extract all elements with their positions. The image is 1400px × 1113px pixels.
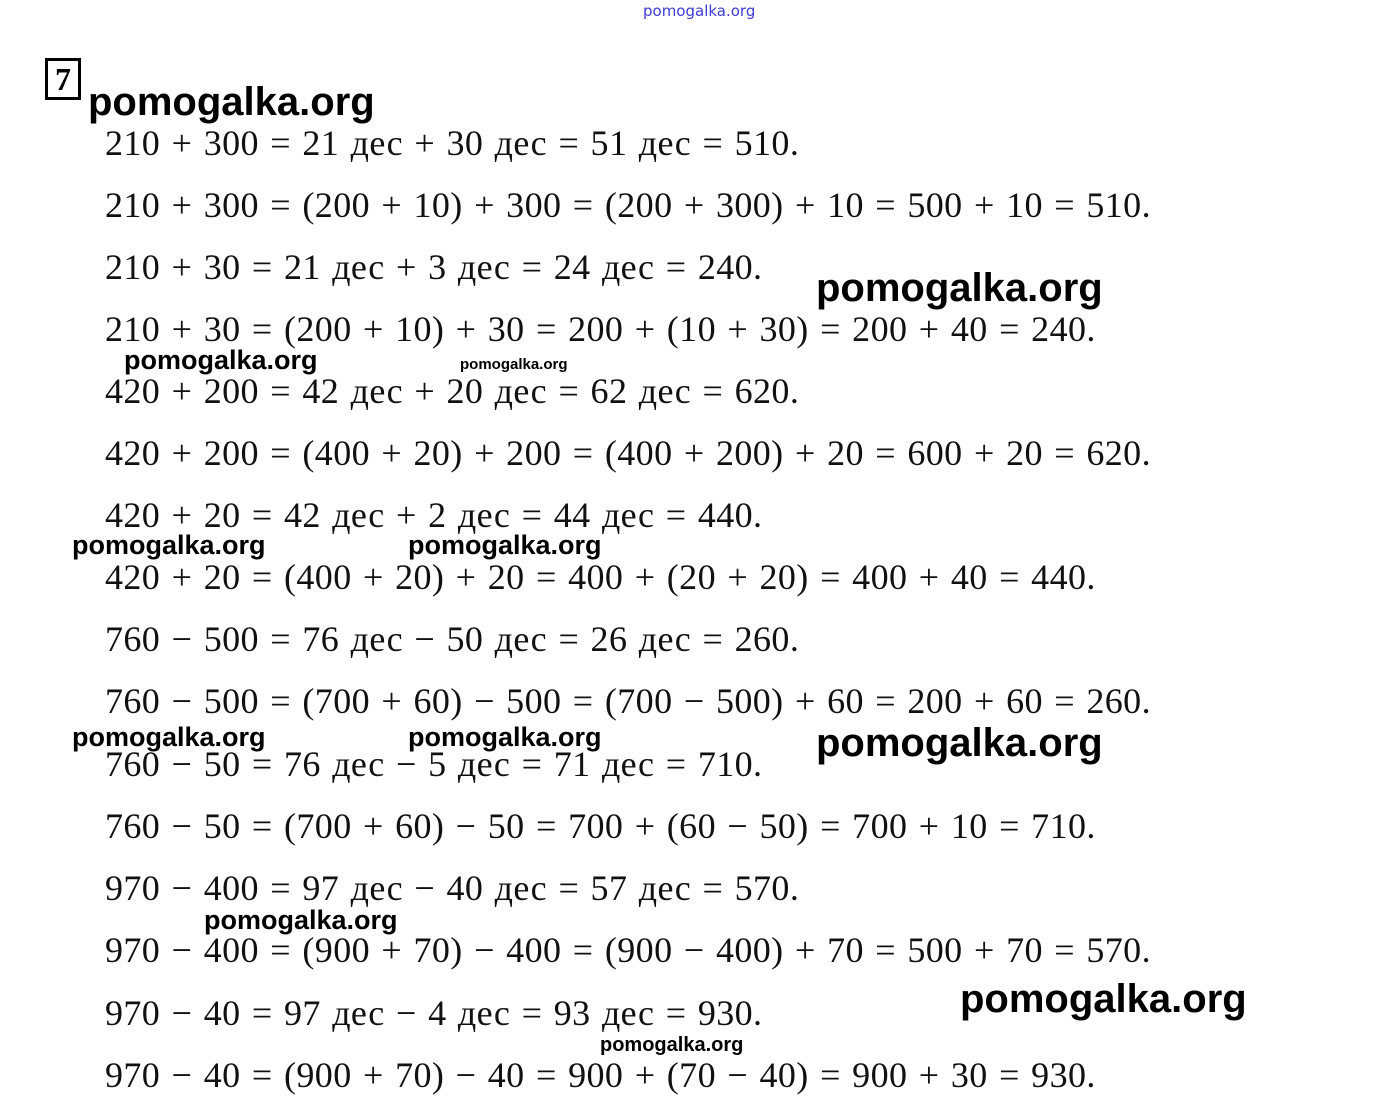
- watermark: pomogalka.org: [88, 80, 375, 124]
- equation-line: 420 + 200 = 42 дес + 20 дес = 62 дес = 6…: [105, 371, 800, 411]
- equation-line: 210 + 30 = (200 + 10) + 30 = 200 + (10 +…: [105, 309, 1096, 349]
- watermark: pomogalka.org: [816, 721, 1103, 765]
- watermark: pomogalka.org: [600, 1034, 744, 1056]
- watermark: pomogalka.org: [460, 356, 568, 373]
- equation-line: 970 − 40 = (900 + 70) − 40 = 900 + (70 −…: [105, 1055, 1096, 1095]
- watermark: pomogalka.org: [72, 530, 266, 560]
- equation-line: 210 + 30 = 21 дес + 3 дес = 24 дес = 240…: [105, 247, 763, 287]
- equation-line: 420 + 20 = (400 + 20) + 20 = 400 + (20 +…: [105, 557, 1096, 597]
- watermark: pomogalka.org: [960, 977, 1247, 1021]
- watermark: pomogalka.org: [124, 345, 318, 375]
- equation-line: 760 − 500 = 76 дес − 50 дес = 26 дес = 2…: [105, 619, 800, 659]
- equation-line: 760 − 500 = (700 + 60) − 500 = (700 − 50…: [105, 681, 1151, 721]
- watermark: pomogalka.org: [408, 722, 602, 752]
- watermark: pomogalka.org: [408, 530, 602, 560]
- watermark: pomogalka.org: [72, 722, 266, 752]
- equation-line: 970 − 400 = (900 + 70) − 400 = (900 − 40…: [105, 930, 1151, 970]
- equation-line: 420 + 200 = (400 + 20) + 200 = (400 + 20…: [105, 433, 1151, 473]
- watermark: pomogalka.org: [816, 266, 1103, 310]
- equation-line: 210 + 300 = 21 дес + 30 дес = 51 дес = 5…: [105, 123, 800, 163]
- equation-line: 420 + 20 = 42 дес + 2 дес = 44 дес = 440…: [105, 495, 763, 535]
- site-link[interactable]: pomogalka.org: [643, 2, 756, 20]
- equation-line: 970 − 400 = 97 дес − 40 дес = 57 дес = 5…: [105, 868, 800, 908]
- equation-line: 210 + 300 = (200 + 10) + 300 = (200 + 30…: [105, 185, 1151, 225]
- equation-line: 970 − 40 = 97 дес − 4 дес = 93 дес = 930…: [105, 993, 763, 1033]
- exercise-number: 7: [45, 58, 81, 100]
- watermark: pomogalka.org: [204, 905, 398, 935]
- equation-line: 760 − 50 = (700 + 60) − 50 = 700 + (60 −…: [105, 806, 1096, 846]
- equation-line: 760 − 50 = 76 дес − 5 дес = 71 дес = 710…: [105, 744, 763, 784]
